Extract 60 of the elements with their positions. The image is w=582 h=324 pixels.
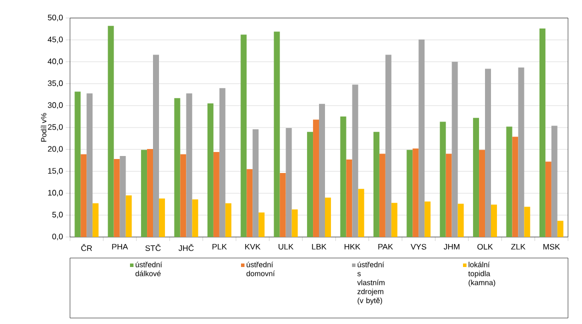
bar [340, 116, 346, 237]
bar [225, 203, 232, 237]
bar [524, 206, 530, 237]
bar [458, 204, 464, 237]
bar [412, 148, 419, 237]
bar [373, 132, 380, 237]
bar [147, 148, 154, 237]
bar [539, 28, 546, 237]
bar [490, 204, 497, 237]
bar [319, 104, 325, 237]
bar [114, 159, 120, 237]
bar [446, 154, 452, 237]
bar [292, 209, 298, 237]
bar [424, 202, 431, 237]
bar [141, 150, 148, 237]
bar [557, 220, 564, 237]
bar [551, 126, 558, 237]
bar [352, 84, 358, 237]
bar [80, 154, 87, 237]
bar [479, 150, 486, 237]
bar [545, 162, 552, 237]
bar [385, 54, 392, 237]
bar [286, 128, 292, 237]
bar [186, 93, 192, 237]
bar [86, 93, 93, 237]
bar [307, 132, 314, 237]
bar [506, 126, 512, 237]
bar [512, 136, 518, 237]
bar [358, 188, 364, 237]
bar [252, 129, 259, 237]
bar [219, 88, 226, 237]
bar [207, 103, 214, 237]
bar [518, 67, 524, 237]
bar [274, 32, 280, 237]
bar [473, 118, 480, 237]
bar [126, 195, 132, 237]
bar [258, 212, 265, 237]
bar [246, 169, 253, 237]
bar [108, 26, 114, 237]
bar [180, 154, 186, 237]
bar [280, 173, 286, 237]
bar [346, 159, 352, 237]
bar [324, 198, 331, 237]
bar [406, 150, 413, 237]
bar [153, 54, 159, 237]
bar [391, 202, 398, 237]
bar [158, 198, 165, 237]
bar [452, 62, 458, 237]
bar [485, 68, 491, 237]
bar [379, 154, 386, 237]
bar [174, 98, 180, 237]
bar [418, 39, 425, 237]
bar [120, 156, 126, 237]
bar [213, 152, 220, 237]
bar [192, 199, 198, 237]
bar [92, 203, 99, 237]
bar [440, 122, 446, 237]
bar [313, 120, 320, 237]
bar [240, 34, 247, 237]
bar [74, 92, 81, 237]
